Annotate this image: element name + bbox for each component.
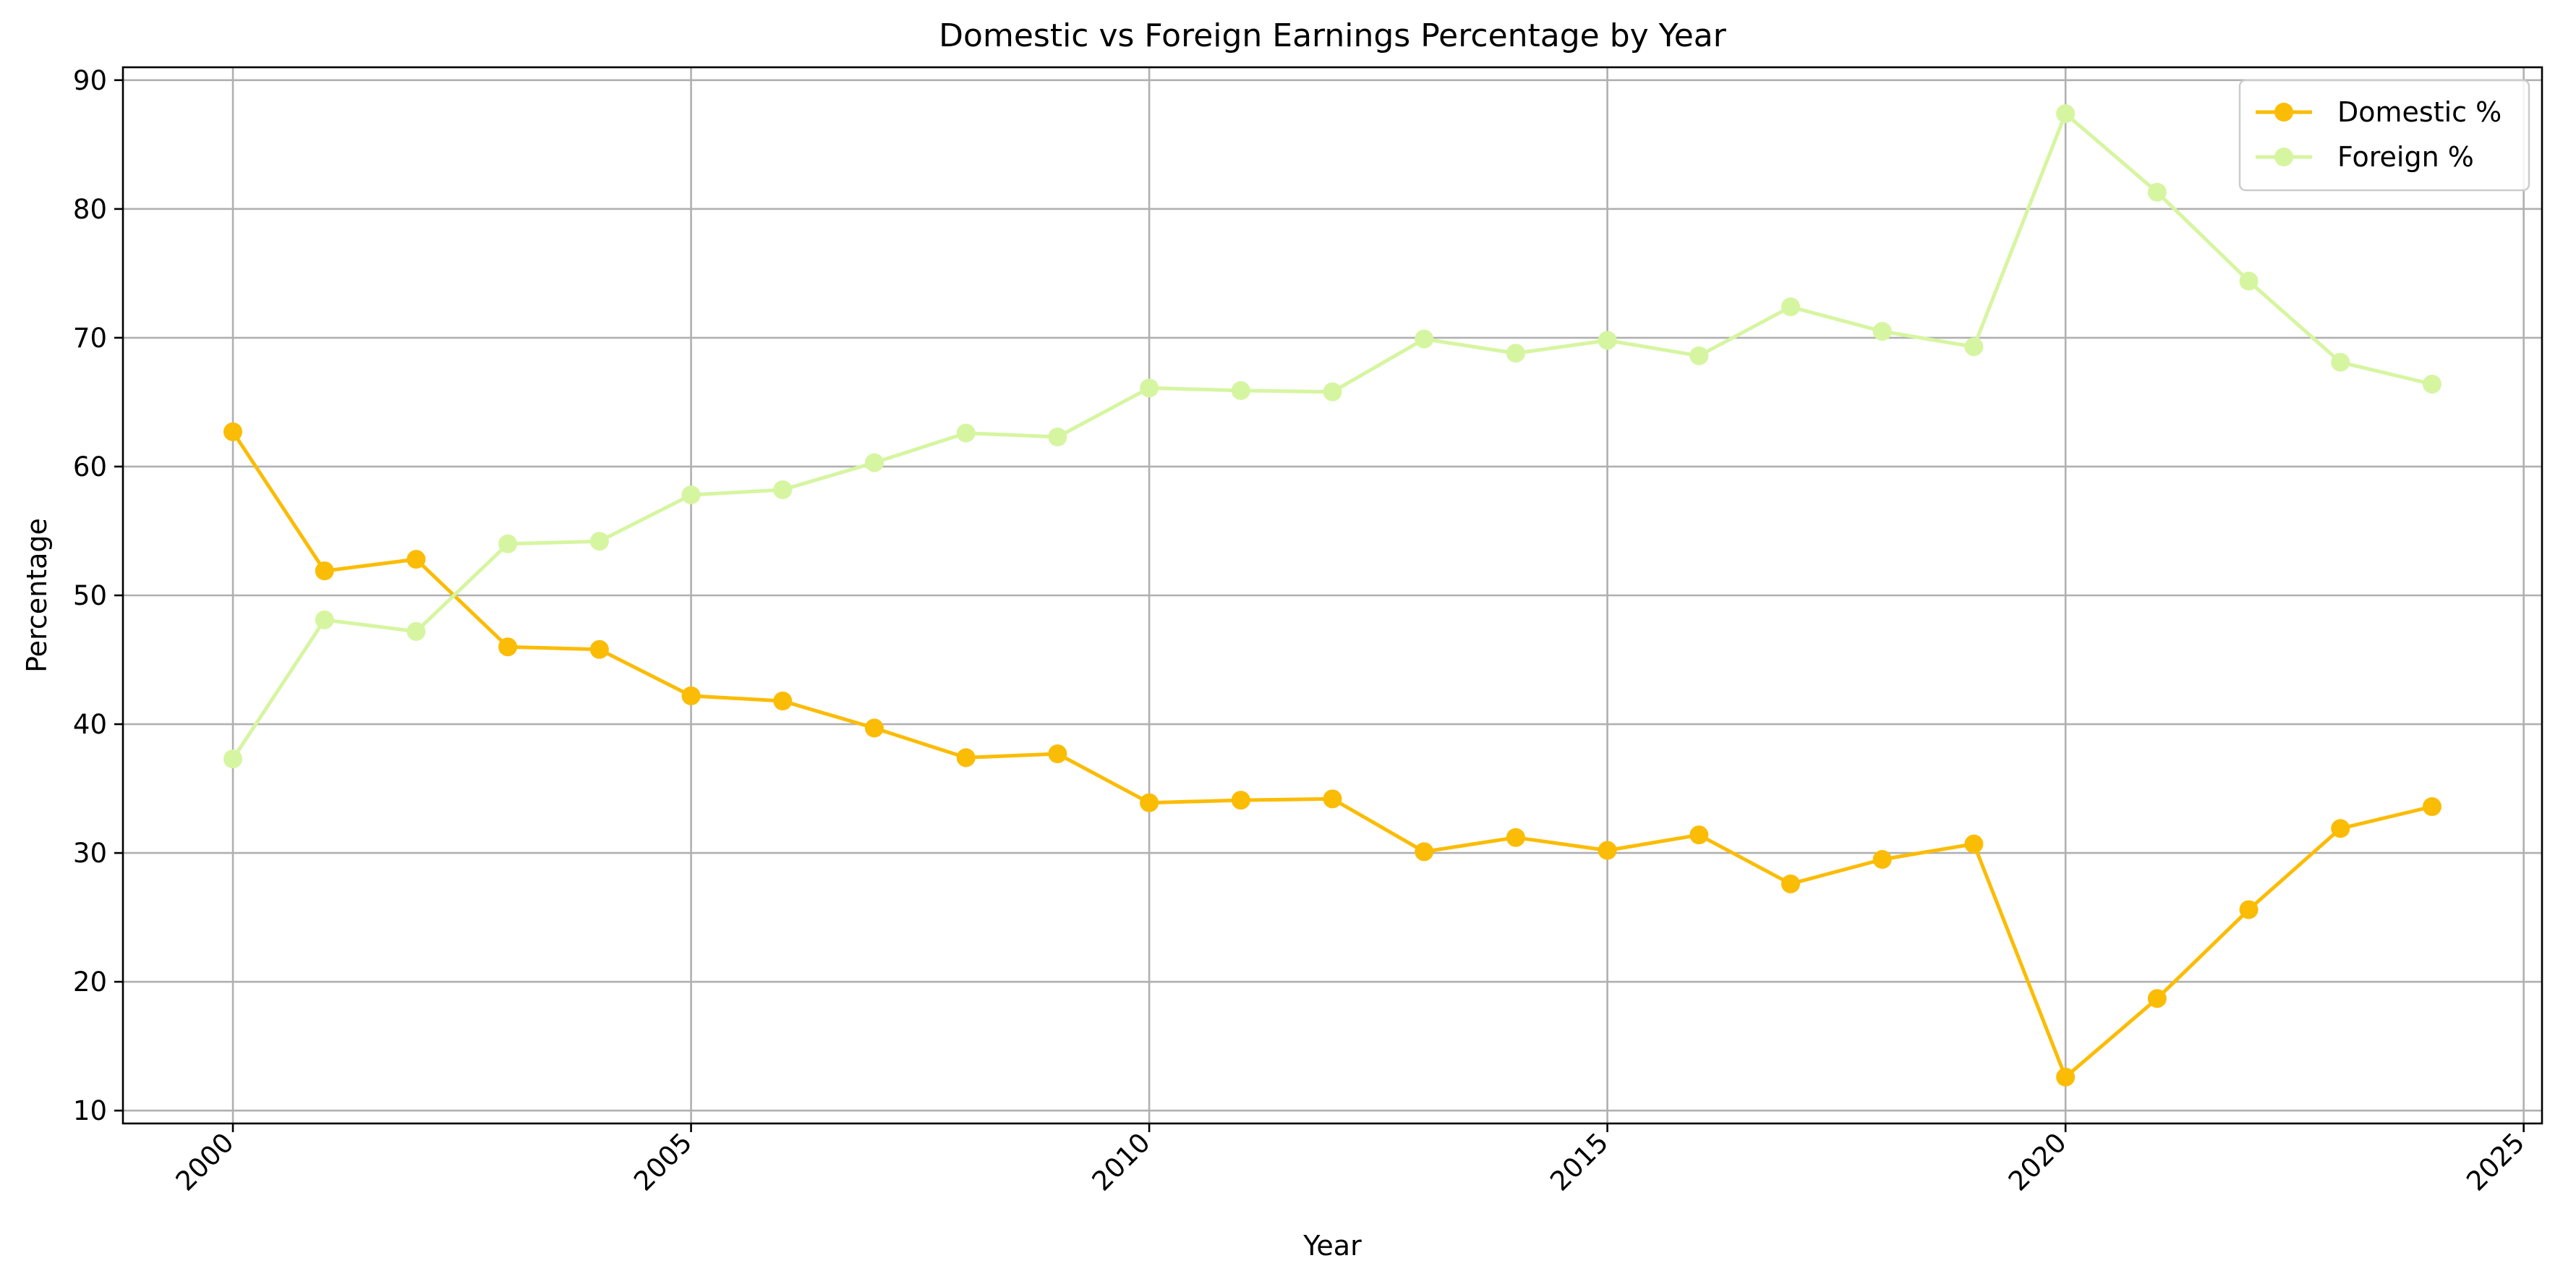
y-tick-label: 20 [73, 966, 107, 998]
y-tick-label: 70 [73, 323, 107, 354]
data-point [1872, 322, 1892, 341]
y-tick-label: 90 [73, 65, 107, 96]
data-point [2147, 182, 2167, 202]
data-point [773, 692, 793, 710]
series-1 [223, 104, 2441, 769]
data-point [2239, 900, 2259, 919]
x-axis-label: Year [1302, 1230, 1362, 1262]
data-point [2056, 1067, 2076, 1087]
data-point [406, 621, 426, 641]
data-point [864, 718, 884, 738]
data-point [1231, 791, 1250, 810]
data-point [681, 485, 701, 505]
data-point [1964, 834, 1984, 854]
data-point [1323, 382, 1342, 401]
data-point [2422, 375, 2441, 394]
data-point [223, 422, 243, 441]
data-point [2331, 352, 2350, 372]
chart-title: Domestic vs Foreign Earnings Percentage … [939, 17, 1727, 54]
y-tick-label: 40 [73, 709, 107, 740]
y-tick-label: 60 [73, 451, 107, 483]
legend-marker [2274, 103, 2293, 122]
data-point [1140, 378, 1159, 398]
series-layer [223, 104, 2441, 1087]
data-point [406, 550, 426, 569]
data-point [1048, 428, 1067, 446]
data-point [1415, 842, 1434, 862]
data-point [2331, 819, 2350, 838]
data-point [1506, 828, 1525, 847]
data-point [2147, 989, 2167, 1008]
data-point [1781, 874, 1801, 893]
grid-lines [123, 67, 2542, 1123]
y-tick-label: 80 [73, 194, 107, 225]
data-point [498, 534, 518, 553]
data-point [315, 561, 334, 581]
data-point [1323, 789, 1342, 809]
data-point [315, 610, 334, 629]
data-point [956, 748, 976, 768]
data-point [1689, 346, 1709, 365]
series-0 [223, 422, 2441, 1087]
data-point [589, 640, 609, 659]
legend-marker [2274, 148, 2293, 166]
legend: Domestic % Foreign % [2238, 79, 2530, 192]
y-tick-label: 50 [73, 580, 107, 611]
data-point [1689, 825, 1709, 845]
data-point [2056, 104, 2076, 124]
legend-item: Domestic % [2256, 96, 2502, 128]
data-point [681, 686, 701, 705]
data-point [864, 453, 884, 472]
y-tick-label: 10 [73, 1095, 107, 1126]
data-point [1598, 841, 1617, 860]
y-tick-label: 30 [73, 838, 107, 869]
legend-label: Domestic % [2337, 96, 2502, 128]
data-point [1231, 381, 1250, 400]
data-point [1598, 331, 1617, 350]
data-point [498, 637, 518, 657]
data-point [589, 532, 609, 551]
data-point [2422, 797, 2441, 816]
y-axis-label: Percentage [21, 518, 53, 673]
data-point [2239, 271, 2259, 291]
data-point [1872, 850, 1892, 869]
legend-item: Foreign % [2256, 141, 2474, 173]
data-point [1048, 744, 1067, 763]
data-point [1781, 297, 1801, 317]
data-point [223, 749, 243, 769]
data-point [956, 423, 976, 443]
data-point [1506, 344, 1525, 363]
legend-label: Foreign % [2337, 141, 2474, 173]
legend-box [2238, 79, 2530, 192]
data-point [1415, 329, 1434, 349]
data-point [773, 480, 793, 499]
data-point [1140, 793, 1159, 812]
data-point [1964, 337, 1984, 357]
